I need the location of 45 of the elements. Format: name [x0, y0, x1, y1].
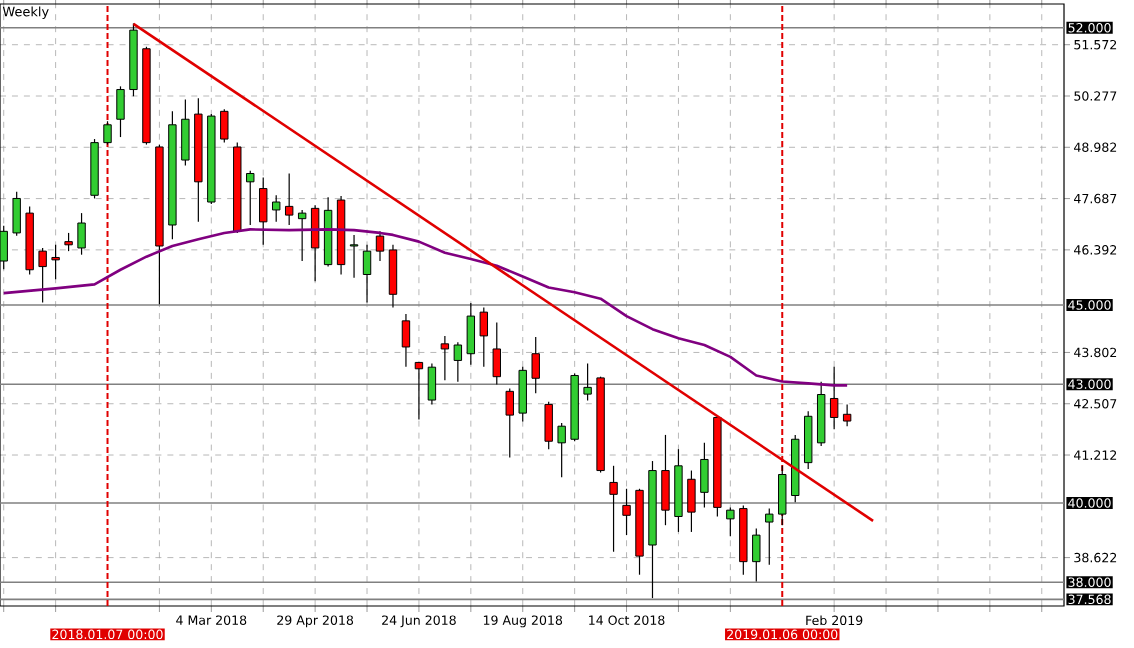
- candlestick: [453, 341, 463, 383]
- candlestick: [246, 170, 255, 226]
- candlestick: [829, 366, 839, 430]
- candlestick: [583, 363, 592, 402]
- candlestick: [284, 172, 294, 226]
- candlestick: [700, 442, 709, 508]
- candlestick: [77, 212, 86, 256]
- candlestick: [12, 191, 21, 237]
- candlestick: [401, 313, 411, 368]
- candlestick: [116, 85, 125, 138]
- candlestick: [181, 98, 190, 167]
- candlestick: [661, 434, 670, 526]
- candlestick: [64, 232, 73, 252]
- candlestick: [479, 306, 489, 368]
- candlestick: [362, 244, 372, 304]
- candlestick: [388, 244, 398, 308]
- candlestick: [375, 230, 385, 262]
- candlestick: [609, 465, 618, 553]
- candlestick: [752, 527, 761, 583]
- candlestick: [103, 120, 112, 146]
- candlestick: [38, 247, 47, 304]
- candlestick: [51, 244, 60, 280]
- candlestick: [726, 506, 735, 537]
- candlestick: [349, 234, 359, 279]
- candlestick: [440, 335, 450, 381]
- candlestick: [466, 302, 476, 366]
- candlestick: [778, 465, 787, 526]
- candlestick: [414, 361, 424, 421]
- candlestick: [531, 336, 540, 394]
- candlestick: [765, 507, 774, 566]
- candlestick: [544, 401, 553, 450]
- candlestick: [220, 108, 229, 144]
- candlestick: [803, 410, 813, 470]
- candlestick: [297, 209, 307, 262]
- candlestick: [622, 488, 631, 536]
- candlestick: [687, 469, 696, 533]
- candlestick: [492, 321, 501, 386]
- candlestick: [271, 194, 281, 223]
- candlestick: [259, 176, 268, 246]
- candlestick: [557, 422, 566, 478]
- candlestick: [842, 403, 852, 427]
- candlestick: [505, 387, 514, 459]
- candlestick: [427, 363, 437, 406]
- line-series: [2, 228, 849, 387]
- candlestick: [518, 366, 527, 423]
